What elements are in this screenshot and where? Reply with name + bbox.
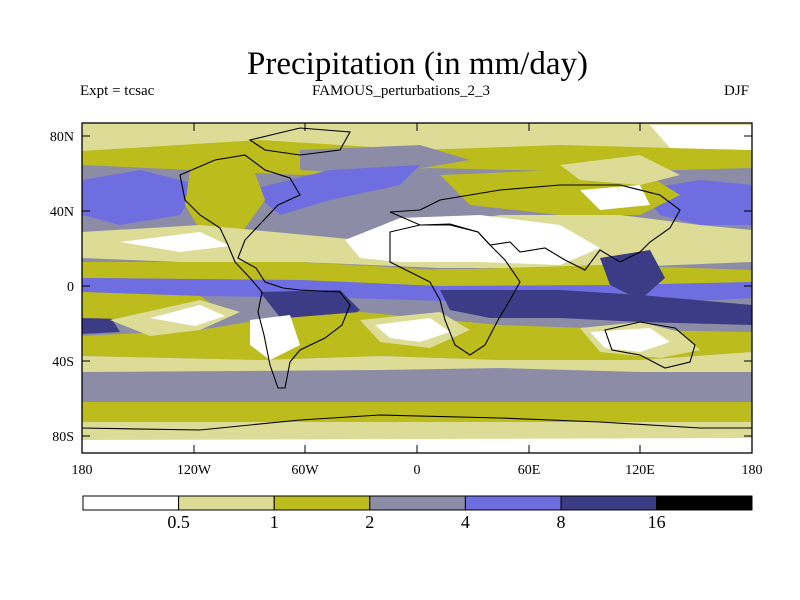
lon-ticks [81, 123, 753, 453]
colorbar-label-1: 1 [270, 512, 279, 532]
lon-label-60e: 60E [518, 463, 541, 478]
lon-label-180e: 180 [742, 463, 763, 478]
lon-label-120e: 120E [625, 463, 655, 478]
asia-dry [580, 185, 650, 210]
lon-label-0: 0 [414, 463, 421, 478]
colorbar-swatch-3 [369, 495, 466, 511]
spcz-core [82, 316, 120, 334]
colorbar-swatch-0 [82, 495, 180, 511]
experiment-label: Expt = tcsac [80, 83, 155, 99]
namerica-olive [185, 160, 265, 235]
siberia-pale [560, 155, 680, 185]
lat-label-80n: 80N [50, 130, 74, 145]
samerica-dry [250, 315, 300, 360]
coast-greenland [248, 127, 351, 156]
sepac-dry [150, 305, 225, 326]
colorbar: 0.5 1 2 4 8 16 [82, 495, 753, 532]
sh-pale-belt [82, 352, 752, 372]
maritime-core [600, 250, 665, 300]
colorbar-label-4: 4 [461, 512, 470, 532]
colorbar-swatch-1 [178, 495, 275, 511]
australia-dry [590, 328, 670, 352]
arctic-white [650, 125, 752, 150]
sh-storm-track [82, 372, 752, 402]
colorbar-label-2: 2 [365, 512, 374, 532]
coastlines [82, 127, 752, 431]
npac-dry [120, 232, 230, 252]
colorbar-label-8: 8 [557, 512, 566, 532]
colorbar-label-16: 16 [648, 512, 666, 532]
nh-olive-belt [82, 262, 752, 286]
lat-ticks [82, 135, 752, 437]
colorbar-swatch-4 [464, 495, 562, 511]
colorbar-swatch-5 [560, 495, 658, 511]
colorbar-label-0.5: 0.5 [167, 512, 190, 532]
southern-olive [82, 402, 752, 422]
indian-core [440, 290, 752, 325]
lon-label-180w: 180 [72, 463, 93, 478]
coast-americas [179, 154, 351, 389]
colorbar-swatch-6 [656, 495, 753, 511]
coast-africa [389, 224, 521, 356]
map-field [82, 123, 752, 453]
arctic-grey [300, 145, 470, 175]
coast-australia [604, 321, 696, 369]
season-label: DJF [724, 83, 750, 99]
coast-antarctica [82, 414, 752, 431]
lon-label-60w: 60W [291, 463, 319, 478]
lon-label-120w: 120W [177, 463, 212, 478]
lat-label-80s: 80S [52, 430, 74, 445]
npac-storm [82, 170, 200, 225]
lat-label-0: 0 [67, 280, 74, 295]
colorbar-swatch-2 [273, 495, 371, 511]
lat-label-40n: 40N [50, 205, 74, 220]
plot-title: Precipitation (in mm/day) [247, 46, 588, 82]
lat-label-40s: 40S [52, 355, 74, 370]
satl-dry [375, 318, 450, 342]
run-label: FAMOUS_perturbations_2_3 [312, 83, 491, 99]
natl-storm [250, 165, 420, 215]
